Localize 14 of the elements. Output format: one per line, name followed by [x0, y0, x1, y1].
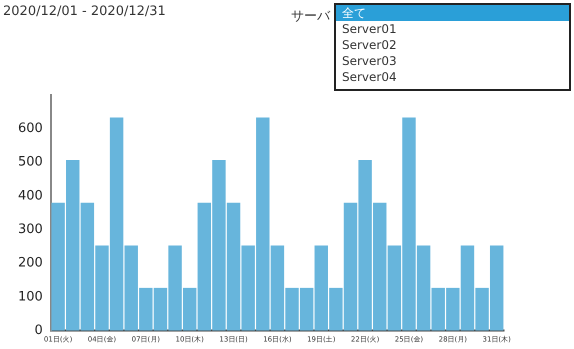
chart-title: 2020/12/01 - 2020/12/31 [3, 4, 166, 19]
text: Server01 [341, 21, 398, 37]
text: Server03 [341, 53, 398, 69]
text: Server04 [341, 69, 398, 85]
y-tick-label: 600 [18, 121, 43, 136]
y-tick-label: 300 [18, 222, 43, 238]
y-tick-label: 400 [18, 188, 43, 204]
text: Server02 [341, 37, 398, 53]
text: 全て [336, 5, 569, 21]
y-tick-label: 0 [34, 322, 43, 338]
y-tick-label: 100 [18, 289, 43, 304]
y-tick-label: 500 [18, 154, 43, 170]
text: サーバ [291, 8, 330, 25]
y-tick-label: 200 [18, 256, 43, 271]
